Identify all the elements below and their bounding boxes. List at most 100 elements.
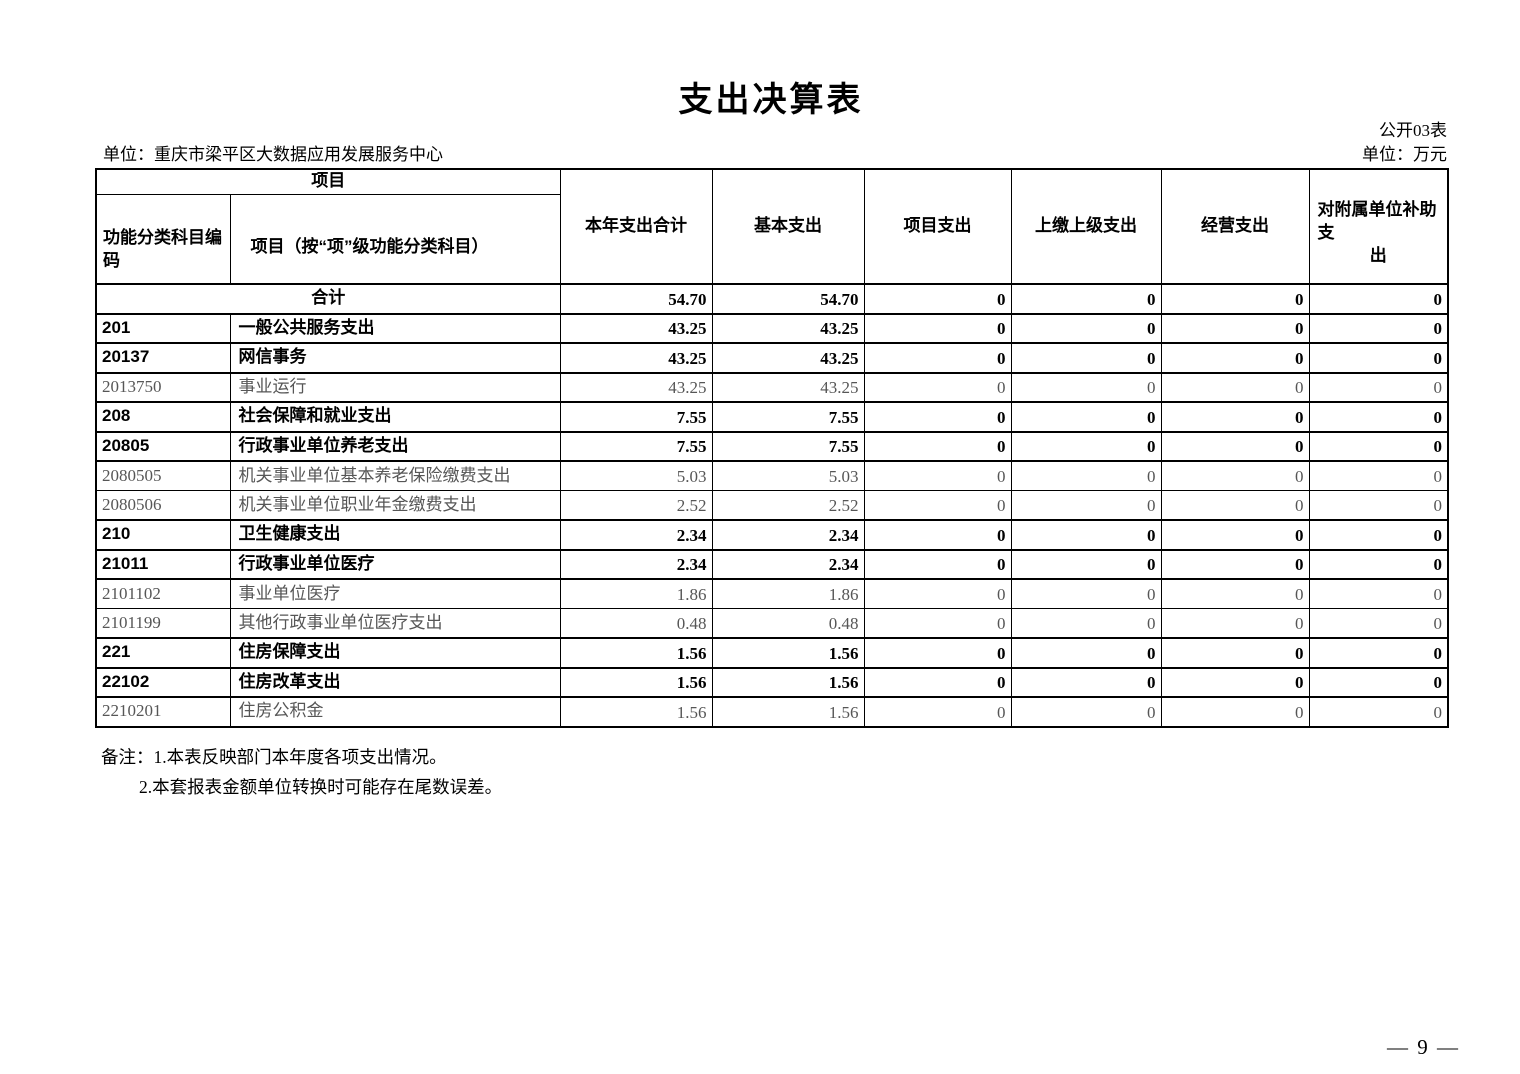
header-basic: 基本支出 [711,168,865,285]
value-cell: 0 [863,312,1012,344]
value-cell: 0 [863,401,1012,433]
header-subsidy-tail: 出 [1369,245,1387,265]
code-cell: 20137 [95,342,231,374]
code-cell: 2013750 [95,372,231,403]
item-cell: 其他行政事业单位医疗支出 [229,608,561,639]
header-group-item: 项目 [95,168,561,195]
value-cell: 0 [1308,696,1449,727]
value-cell: 0 [1308,430,1449,462]
value-cell: 0 [1308,666,1449,698]
item-cell: 卫生健康支出 [229,519,561,551]
value-cell: 43.25 [559,342,713,374]
table-row: 2013750 事业运行 43.25 43.25 0 0 0 0 [95,372,1449,403]
value-cell: 7.55 [559,430,713,462]
table-header: 项目 本年支出合计 基本支出 项目支出 上缴上级支出 经营支出 对附属单位补助支… [95,168,1449,285]
value-cell: 0 [1308,372,1449,403]
code-cell: 221 [95,637,231,669]
value-cell: 0 [1308,460,1449,491]
value-cell: 0 [1010,372,1162,403]
header-total: 本年支出合计 [559,168,713,285]
item-cell: 事业单位医疗 [229,578,561,609]
value-cell: 2.34 [559,519,713,551]
value-cell: 1.56 [711,637,865,669]
value-cell: 1.86 [559,578,713,609]
item-cell: 住房保障支出 [229,637,561,669]
value-cell: 0 [1308,608,1449,639]
page-title: 支出决算表 [678,82,864,119]
item-cell: 一般公共服务支出 [229,312,561,344]
value-cell: 2.34 [559,548,713,580]
header-project: 项目支出 [863,168,1012,285]
value-cell: 1.56 [559,637,713,669]
item-cell: 住房改革支出 [229,666,561,698]
value-cell: 0.48 [711,608,865,639]
value-cell: 0 [1308,490,1449,521]
value-cell: 43.25 [559,372,713,403]
table-row: 22102 住房改革支出 1.56 1.56 0 0 0 0 [95,666,1449,698]
table-row: 2101199 其他行政事业单位医疗支出 0.48 0.48 0 0 0 0 [95,608,1449,639]
code-cell: 2210201 [95,696,231,727]
code-cell: 2080506 [95,490,231,521]
value-cell: 43.25 [559,312,713,344]
table-row: 合计 54.70 54.70 0 0 0 0 [95,283,1449,315]
header-subsidy-main: 对附属单位补助支 [1317,200,1437,243]
note-line-2: 2.本套报表金额单位转换时可能存在尾数误差。 [139,777,503,797]
table-row: 2080505 机关事业单位基本养老保险缴费支出 5.03 5.03 0 0 0 0 [95,460,1449,491]
value-cell: 0 [863,460,1012,491]
value-cell: 0 [863,372,1012,403]
value-cell: 0 [1160,608,1310,639]
value-cell: 0 [1010,312,1162,344]
value-cell: 0 [1010,460,1162,491]
value-cell: 43.25 [711,342,865,374]
value-cell: 0 [1010,519,1162,551]
value-cell: 0 [1010,430,1162,462]
value-cell: 0 [1010,548,1162,580]
code-cell: 21011 [95,548,231,580]
table-row: 20805 行政事业单位养老支出 7.55 7.55 0 0 0 0 [95,430,1449,462]
table-row: 2080506 机关事业单位职业年金缴费支出 2.52 2.52 0 0 0 0 [95,490,1449,521]
value-cell: 0 [1160,460,1310,491]
value-cell: 0 [1010,342,1162,374]
code-cell: 2080505 [95,460,231,491]
unit-label: 单位：万元 [1362,145,1447,164]
value-cell: 0 [1160,430,1310,462]
value-cell: 0 [1308,283,1449,315]
value-cell: 0 [1010,490,1162,521]
item-cell: 行政事业单位医疗 [229,548,561,580]
code-cell: 2101102 [95,578,231,609]
value-cell: 7.55 [711,401,865,433]
header-operating: 经营支出 [1160,168,1310,285]
value-cell: 0 [1308,401,1449,433]
value-cell: 0 [1308,342,1449,374]
code-cell: 2101199 [95,608,231,639]
table-row: 201 一般公共服务支出 43.25 43.25 0 0 0 0 [95,312,1449,344]
value-cell: 0 [1010,578,1162,609]
value-cell: 0 [1160,548,1310,580]
value-cell: 0 [1308,637,1449,669]
value-cell: 0 [1160,312,1310,344]
value-cell: 43.25 [711,372,865,403]
value-cell: 0 [1160,490,1310,521]
header-subsidy: 对附属单位补助支 出 [1308,168,1449,285]
value-cell: 0 [1160,283,1310,315]
value-cell: 0 [1160,401,1310,433]
form-code-label: 公开03表 [1379,121,1447,140]
value-cell: 1.56 [559,666,713,698]
table-row: 210 卫生健康支出 2.34 2.34 0 0 0 0 [95,519,1449,551]
value-cell: 0 [1010,666,1162,698]
value-cell: 2.34 [711,548,865,580]
value-cell: 0 [1010,608,1162,639]
value-cell: 0 [863,283,1012,315]
value-cell: 0 [863,342,1012,374]
code-cell: 20805 [95,430,231,462]
value-cell: 0 [1308,519,1449,551]
code-cell: 210 [95,519,231,551]
value-cell: 0 [863,578,1012,609]
value-cell: 2.34 [711,519,865,551]
value-cell: 7.55 [711,430,865,462]
value-cell: 0 [1308,578,1449,609]
value-cell: 0 [863,519,1012,551]
value-cell: 43.25 [711,312,865,344]
header-item: 项目（按“项”级功能分类科目） [229,193,561,285]
